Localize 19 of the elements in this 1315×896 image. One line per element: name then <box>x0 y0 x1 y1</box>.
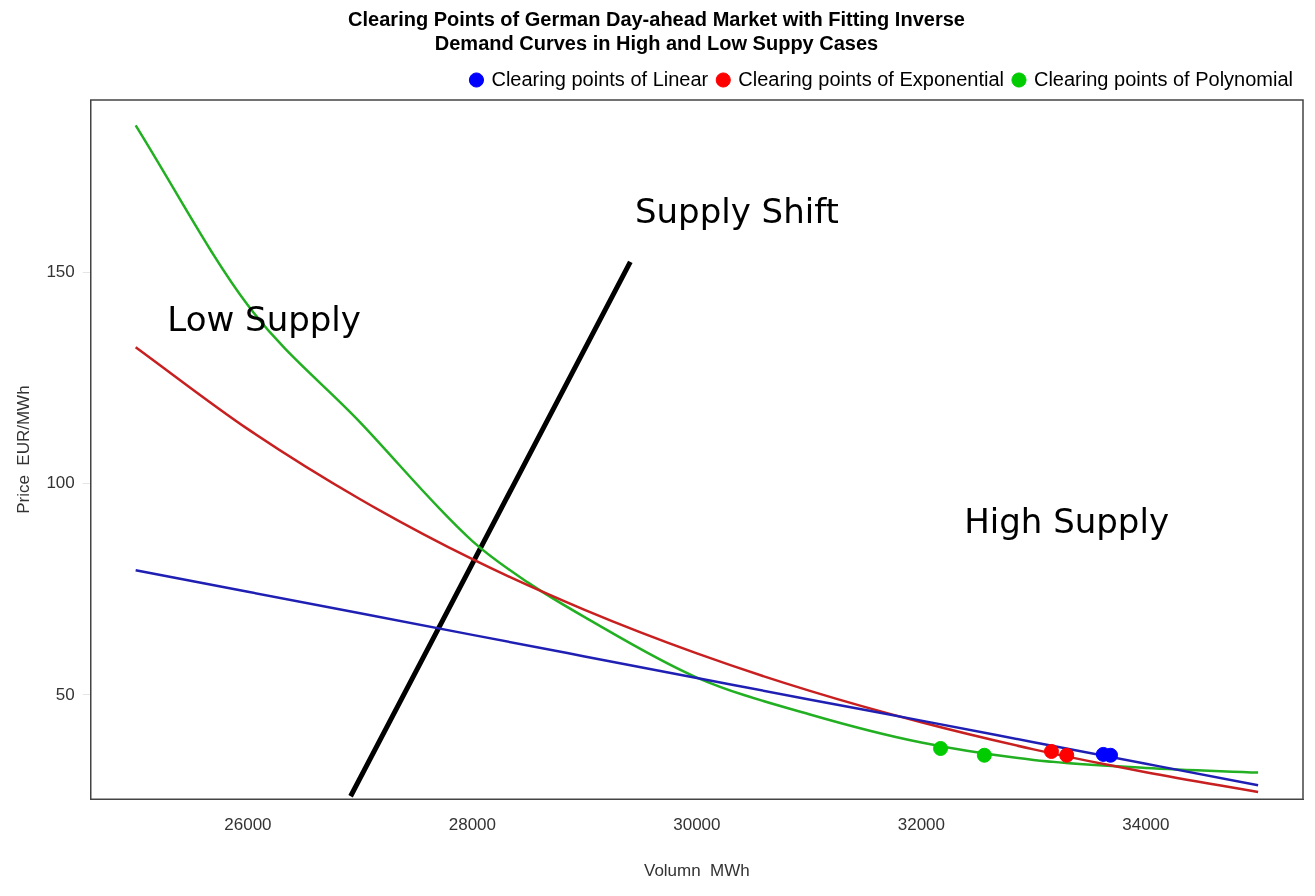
annotation: High Supply <box>964 500 1170 541</box>
y-tick-label: 100 <box>46 473 75 493</box>
x-tick-label: 34000 <box>1122 815 1170 835</box>
x-axis-title: Volumn MWh <box>643 861 750 881</box>
y-tick-label: 150 <box>46 262 75 282</box>
y-axis-title: Price EUR/MWh <box>13 385 33 514</box>
legend-label: Clearing points of Exponential <box>738 67 1004 90</box>
x-tick-label: 32000 <box>897 815 946 835</box>
line-series <box>134 568 1260 787</box>
x-tick-label: 30000 <box>673 815 721 835</box>
legend-label: Clearing points of Linear <box>491 67 709 90</box>
chart-title: Clearing Points of German Day-ahead Market with Fitting Inverse Demand Curves in High and Low Suppy Cases <box>348 7 965 54</box>
line-series <box>134 124 1260 774</box>
legend-label: Clearing points of Polynomial <box>1033 67 1294 90</box>
y-tick-label: 50 <box>55 684 75 704</box>
x-tick-label: 28000 <box>448 815 497 835</box>
x-tick-label: 26000 <box>224 815 272 835</box>
annotation: Supply Shift <box>634 191 839 232</box>
line-series <box>134 345 1260 794</box>
